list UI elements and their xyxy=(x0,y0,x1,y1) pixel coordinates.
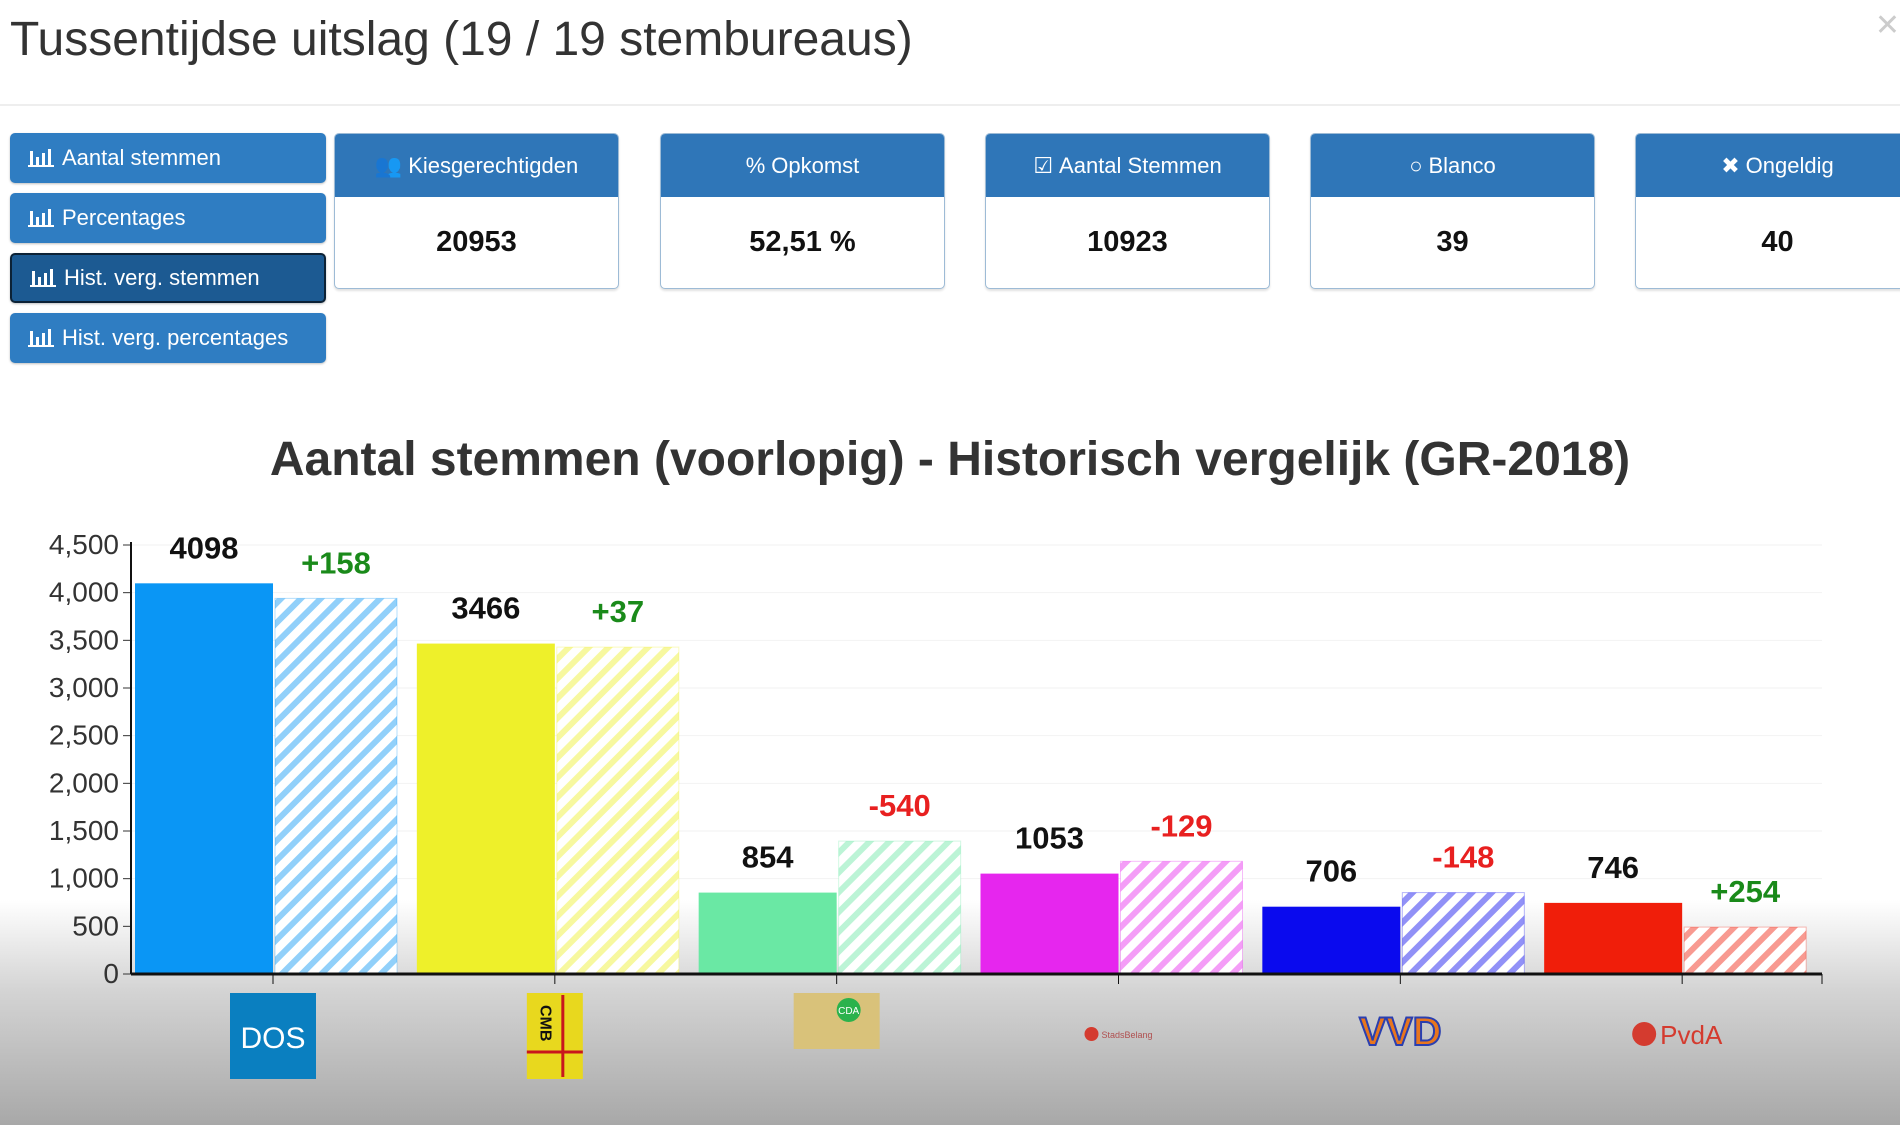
nav-button-label: Percentages xyxy=(62,205,186,230)
bar-2018-pvda xyxy=(1683,926,1807,975)
difference-label: +37 xyxy=(592,594,645,629)
stat-card-kiesgerechtigden: 👥 Kiesgerechtigden 20953 xyxy=(334,133,619,289)
logo-text: CDA xyxy=(838,1006,859,1017)
stat-card-label: Blanco xyxy=(1428,152,1496,178)
nav-button-percentages[interactable]: Percentages xyxy=(10,193,326,243)
stat-card-value: 52,51 % xyxy=(749,225,856,258)
y-tick-label: 3,000 xyxy=(49,672,119,703)
bar-chart-icon xyxy=(28,149,54,167)
difference-label: +158 xyxy=(301,545,371,580)
bar-current-stadsbelang xyxy=(980,873,1119,974)
value-label: 746 xyxy=(1587,850,1639,885)
difference-label: +254 xyxy=(1710,874,1781,909)
chart-title: Aantal stemmen (voorlopig) - Historisch … xyxy=(269,433,1631,486)
logo-text: PvdA xyxy=(1660,1020,1723,1050)
y-tick-label: 0 xyxy=(103,958,119,989)
stat-card-header: % Opkomst xyxy=(661,134,944,197)
percent-icon: % xyxy=(745,152,766,178)
stat-card-header: 👥 Kiesgerechtigden xyxy=(335,134,618,197)
bar-2018-stadsbelang xyxy=(1120,860,1243,975)
stat-card-header: ✖ Ongeldig xyxy=(1636,134,1900,197)
bar-current-cmb xyxy=(416,643,555,974)
nav-button-hist-verg-percentages[interactable]: Hist. verg. percentages xyxy=(10,313,326,363)
page-title: Tussentijdse uitslag (19 / 19 stembureau… xyxy=(10,13,913,66)
stat-card-header: ○ Blanco xyxy=(1311,134,1594,197)
value-label: 706 xyxy=(1305,854,1357,889)
times-icon: ✖ xyxy=(1721,152,1740,178)
y-tick-label: 1,500 xyxy=(49,815,119,846)
stat-card-ongeldig: ✖ Ongeldig 40 xyxy=(1635,133,1900,289)
party-logo-vvd: VVD xyxy=(1358,1009,1442,1055)
stat-card-label: Ongeldig xyxy=(1745,152,1834,178)
close-icon[interactable]: ✕ xyxy=(1874,9,1900,42)
y-tick-label: 4,000 xyxy=(49,577,119,608)
stat-card-opkomst: % Opkomst 52,51 % xyxy=(660,133,945,289)
stat-card-label: Aantal Stemmen xyxy=(1059,152,1222,178)
bar-chart-icon xyxy=(28,209,54,227)
y-tick-label: 1,000 xyxy=(49,863,119,894)
difference-label: -148 xyxy=(1432,840,1494,875)
party-logo-stadsbelang: StadsBelang xyxy=(1084,1027,1153,1041)
value-label: 3466 xyxy=(451,591,520,626)
party-logo-cda: CDA xyxy=(793,993,880,1049)
header-divider xyxy=(0,104,1900,106)
check-square-icon: ☑ xyxy=(1033,152,1054,178)
stat-card-aantal-stemmen: ☑ Aantal Stemmen 10923 xyxy=(985,133,1270,289)
bar-2018-cda xyxy=(838,840,962,975)
stat-card-value: 10923 xyxy=(1087,225,1168,258)
bar-2018-vvd xyxy=(1401,892,1525,975)
bar-current-vvd xyxy=(1262,906,1401,974)
logo-text: StadsBelang xyxy=(1102,1030,1153,1040)
logo-text: VVD xyxy=(1359,1010,1441,1054)
stat-card-label: Opkomst xyxy=(771,152,860,178)
value-label: 1053 xyxy=(1015,821,1084,856)
party-logo-cmb: CMB xyxy=(526,993,583,1079)
logo-text: CMB xyxy=(536,1005,553,1041)
difference-label: -540 xyxy=(869,788,931,823)
bar-chart-icon xyxy=(28,329,54,347)
party-logo-pvda: PvdA xyxy=(1632,1020,1723,1050)
circle-icon: ○ xyxy=(1409,152,1423,178)
y-tick-label: 2,500 xyxy=(49,720,119,751)
nav-button-label: Hist. verg. percentages xyxy=(62,325,289,350)
logo-text: DOS xyxy=(240,1022,305,1055)
stat-card-blanco: ○ Blanco 39 xyxy=(1310,133,1595,289)
y-tick-label: 3,500 xyxy=(49,624,119,655)
value-label: 4098 xyxy=(170,530,239,565)
bar-current-dos xyxy=(135,583,273,974)
bar-chart-icon xyxy=(30,269,56,287)
y-tick-label: 500 xyxy=(72,910,119,941)
users-icon: 👥 xyxy=(374,152,403,178)
value-label: 854 xyxy=(742,840,794,875)
bar-current-pvda xyxy=(1544,902,1683,974)
party-logo-dos: DOS xyxy=(230,993,316,1079)
stat-card-header: ☑ Aantal Stemmen xyxy=(986,134,1269,197)
nav-button-aantal-stemmen[interactable]: Aantal stemmen xyxy=(10,133,326,183)
difference-label: -129 xyxy=(1150,808,1212,843)
stat-card-label: Kiesgerechtigden xyxy=(408,152,579,178)
bar-2018-cmb xyxy=(556,646,680,975)
y-tick-label: 2,000 xyxy=(49,767,119,798)
stat-card-value: 39 xyxy=(1436,225,1469,258)
nav-button-label: Aantal stemmen xyxy=(62,145,221,170)
stat-card-value: 40 xyxy=(1761,225,1794,258)
stat-card-value: 20953 xyxy=(436,225,517,258)
bar-current-cda xyxy=(698,892,837,974)
nav-button-label: Hist. verg. stemmen xyxy=(64,265,260,290)
y-tick-label: 4,500 xyxy=(49,529,119,560)
bar-2018-dos xyxy=(274,597,398,975)
bar-chart: 0 500 1,000 1,500 2,000 2,500 3,000 3,500 4,000 4… xyxy=(49,529,1823,1079)
nav-button-hist-verg-stemmen[interactable]: Hist. verg. stemmen xyxy=(10,253,326,303)
